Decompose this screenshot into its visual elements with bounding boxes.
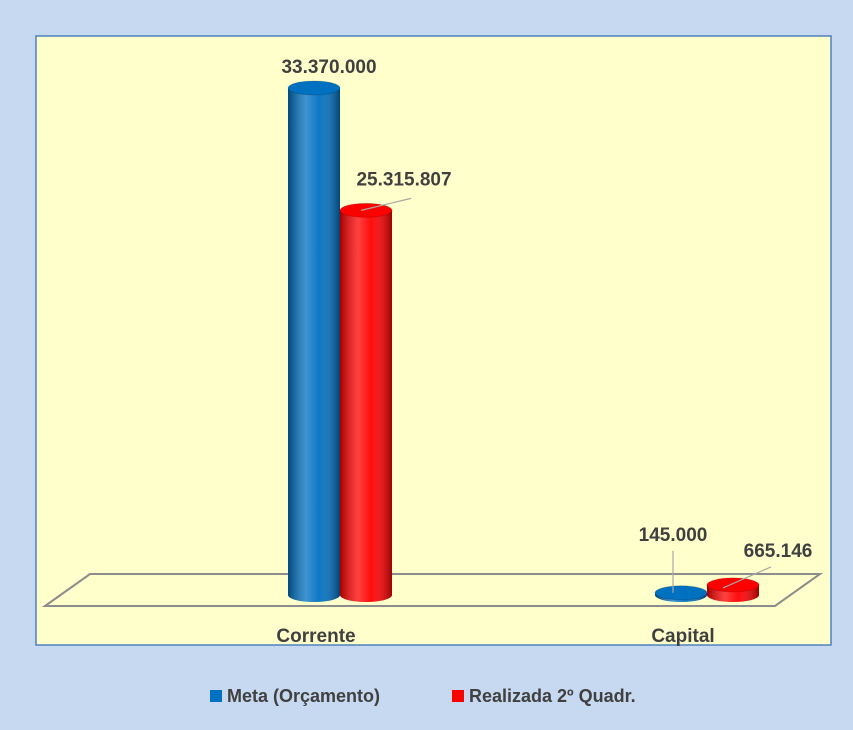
bar-shade: [340, 210, 392, 595]
leader-line: [722, 566, 772, 589]
plot-area: [35, 35, 832, 646]
bar-top: [287, 80, 341, 96]
x-tick-label: Capital: [651, 626, 714, 647]
bar-top: [339, 202, 393, 218]
legend-label: Realizada 2º Quadr.: [469, 686, 636, 706]
data-label: 33.370.000: [281, 57, 376, 78]
floor: [41, 573, 824, 607]
bar-top: [706, 577, 760, 593]
data-label: 25.315.807: [356, 169, 451, 190]
bar-top: [654, 585, 708, 601]
legend-swatch: [452, 690, 464, 702]
data-label: 145.000: [639, 525, 708, 546]
legend-swatch: [210, 690, 222, 702]
x-tick-label: Corrente: [276, 626, 355, 647]
data-label: 665.146: [744, 541, 813, 562]
bar-shade: [288, 88, 340, 595]
leader-line: [360, 197, 412, 211]
bars: [287, 80, 760, 602]
legend-label: Meta (Orçamento): [227, 686, 380, 706]
